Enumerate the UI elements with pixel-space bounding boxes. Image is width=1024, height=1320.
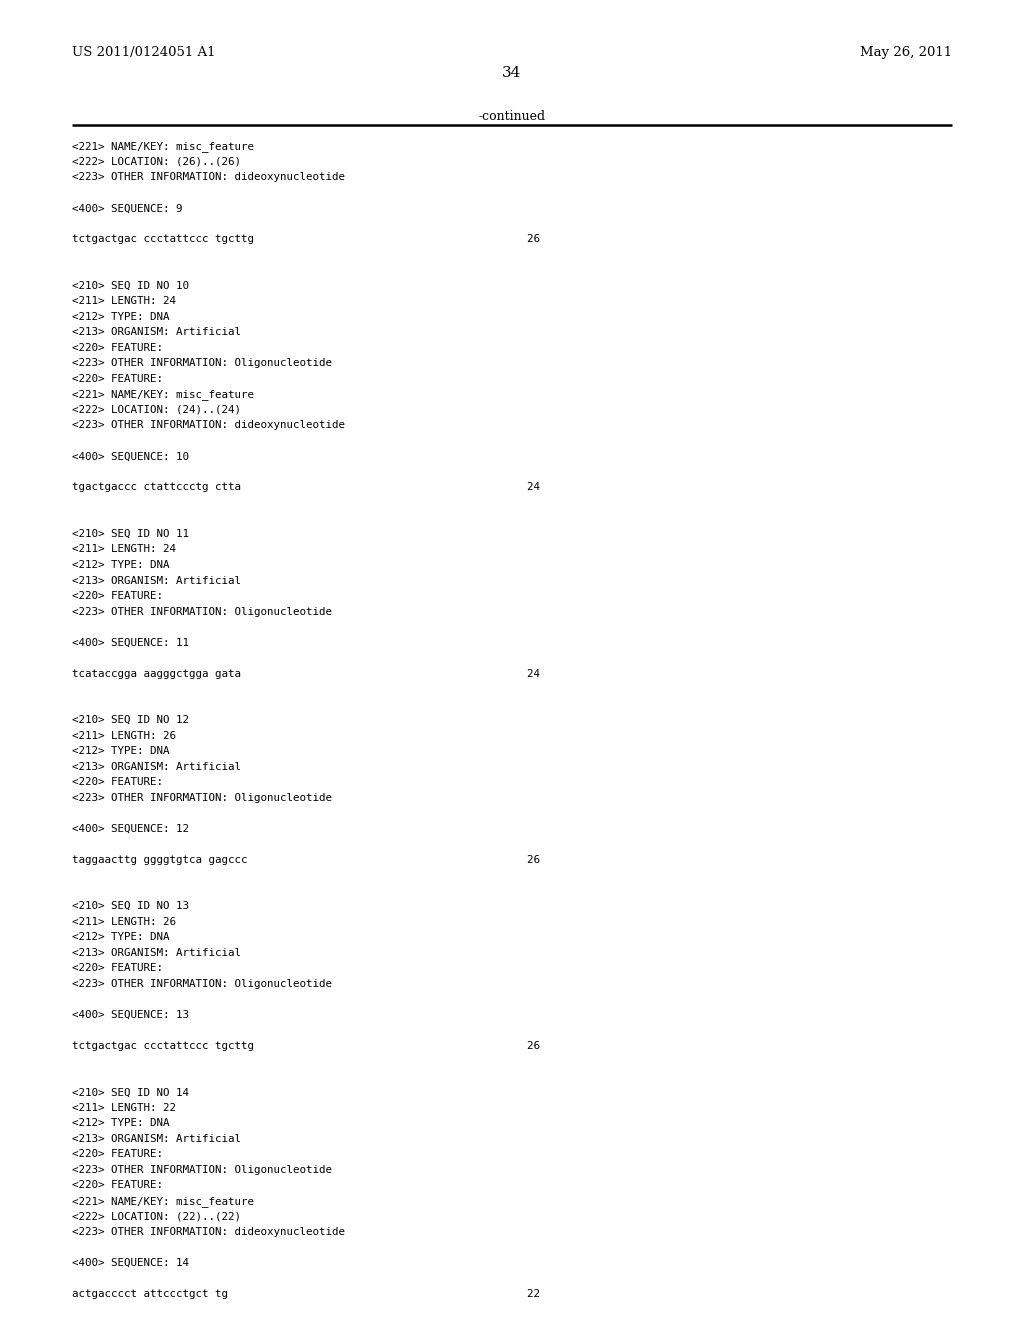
Text: <400> SEQUENCE: 10: <400> SEQUENCE: 10 [72,451,188,462]
Text: <211> LENGTH: 26: <211> LENGTH: 26 [72,916,176,927]
Text: US 2011/0124051 A1: US 2011/0124051 A1 [72,46,215,59]
Text: <221> NAME/KEY: misc_feature: <221> NAME/KEY: misc_feature [72,1196,254,1206]
Text: <211> LENGTH: 24: <211> LENGTH: 24 [72,544,176,554]
Text: <210> SEQ ID NO 14: <210> SEQ ID NO 14 [72,1088,188,1097]
Text: <222> LOCATION: (22)..(22): <222> LOCATION: (22)..(22) [72,1212,241,1221]
Text: <223> OTHER INFORMATION: dideoxynucleotide: <223> OTHER INFORMATION: dideoxynucleoti… [72,420,345,430]
Text: <223> OTHER INFORMATION: dideoxynucleotide: <223> OTHER INFORMATION: dideoxynucleoti… [72,1228,345,1237]
Text: tctgactgac ccctattccc tgcttg                                          26: tctgactgac ccctattccc tgcttg 26 [72,1040,540,1051]
Text: <212> TYPE: DNA: <212> TYPE: DNA [72,932,169,942]
Text: <211> LENGTH: 22: <211> LENGTH: 22 [72,1104,176,1113]
Text: <400> SEQUENCE: 14: <400> SEQUENCE: 14 [72,1258,188,1269]
Text: <212> TYPE: DNA: <212> TYPE: DNA [72,1118,169,1129]
Text: <400> SEQUENCE: 12: <400> SEQUENCE: 12 [72,824,188,834]
Text: <223> OTHER INFORMATION: Oligonucleotide: <223> OTHER INFORMATION: Oligonucleotide [72,607,332,616]
Text: <213> ORGANISM: Artificial: <213> ORGANISM: Artificial [72,948,241,958]
Text: <220> FEATURE:: <220> FEATURE: [72,343,163,352]
Text: <221> NAME/KEY: misc_feature: <221> NAME/KEY: misc_feature [72,141,254,152]
Text: <220> FEATURE:: <220> FEATURE: [72,1180,163,1191]
Text: <221> NAME/KEY: misc_feature: <221> NAME/KEY: misc_feature [72,389,254,400]
Text: <213> ORGANISM: Artificial: <213> ORGANISM: Artificial [72,1134,241,1144]
Text: tctgactgac ccctattccc tgcttg                                          26: tctgactgac ccctattccc tgcttg 26 [72,235,540,244]
Text: May 26, 2011: May 26, 2011 [860,46,952,59]
Text: <223> OTHER INFORMATION: Oligonucleotide: <223> OTHER INFORMATION: Oligonucleotide [72,978,332,989]
Text: 34: 34 [503,66,521,81]
Text: <223> OTHER INFORMATION: dideoxynucleotide: <223> OTHER INFORMATION: dideoxynucleoti… [72,172,345,182]
Text: actgacccct attccctgct tg                                              22: actgacccct attccctgct tg 22 [72,1288,540,1299]
Text: <400> SEQUENCE: 11: <400> SEQUENCE: 11 [72,638,188,648]
Text: <222> LOCATION: (24)..(24): <222> LOCATION: (24)..(24) [72,405,241,414]
Text: <223> OTHER INFORMATION: Oligonucleotide: <223> OTHER INFORMATION: Oligonucleotide [72,1164,332,1175]
Text: <220> FEATURE:: <220> FEATURE: [72,374,163,384]
Text: <400> SEQUENCE: 9: <400> SEQUENCE: 9 [72,203,182,214]
Text: <212> TYPE: DNA: <212> TYPE: DNA [72,746,169,756]
Text: <213> ORGANISM: Artificial: <213> ORGANISM: Artificial [72,327,241,338]
Text: <211> LENGTH: 26: <211> LENGTH: 26 [72,731,176,741]
Text: -continued: -continued [478,110,546,123]
Text: <223> OTHER INFORMATION: Oligonucleotide: <223> OTHER INFORMATION: Oligonucleotide [72,358,332,368]
Text: <213> ORGANISM: Artificial: <213> ORGANISM: Artificial [72,576,241,586]
Text: <211> LENGTH: 24: <211> LENGTH: 24 [72,296,176,306]
Text: <222> LOCATION: (26)..(26): <222> LOCATION: (26)..(26) [72,157,241,166]
Text: <210> SEQ ID NO 12: <210> SEQ ID NO 12 [72,715,188,725]
Text: <210> SEQ ID NO 11: <210> SEQ ID NO 11 [72,529,188,539]
Text: <220> FEATURE:: <220> FEATURE: [72,591,163,601]
Text: taggaacttg ggggtgtca gagccc                                           26: taggaacttg ggggtgtca gagccc 26 [72,855,540,865]
Text: <212> TYPE: DNA: <212> TYPE: DNA [72,560,169,570]
Text: <212> TYPE: DNA: <212> TYPE: DNA [72,312,169,322]
Text: <400> SEQUENCE: 13: <400> SEQUENCE: 13 [72,1010,188,1020]
Text: <220> FEATURE:: <220> FEATURE: [72,964,163,973]
Text: <213> ORGANISM: Artificial: <213> ORGANISM: Artificial [72,762,241,772]
Text: <210> SEQ ID NO 10: <210> SEQ ID NO 10 [72,281,188,290]
Text: <220> FEATURE:: <220> FEATURE: [72,1150,163,1159]
Text: <223> OTHER INFORMATION: Oligonucleotide: <223> OTHER INFORMATION: Oligonucleotide [72,792,332,803]
Text: tgactgaccc ctattccctg ctta                                            24: tgactgaccc ctattccctg ctta 24 [72,482,540,492]
Text: tcataccgga aagggctgga gata                                            24: tcataccgga aagggctgga gata 24 [72,668,540,678]
Text: <220> FEATURE:: <220> FEATURE: [72,777,163,787]
Text: <210> SEQ ID NO 13: <210> SEQ ID NO 13 [72,902,188,911]
